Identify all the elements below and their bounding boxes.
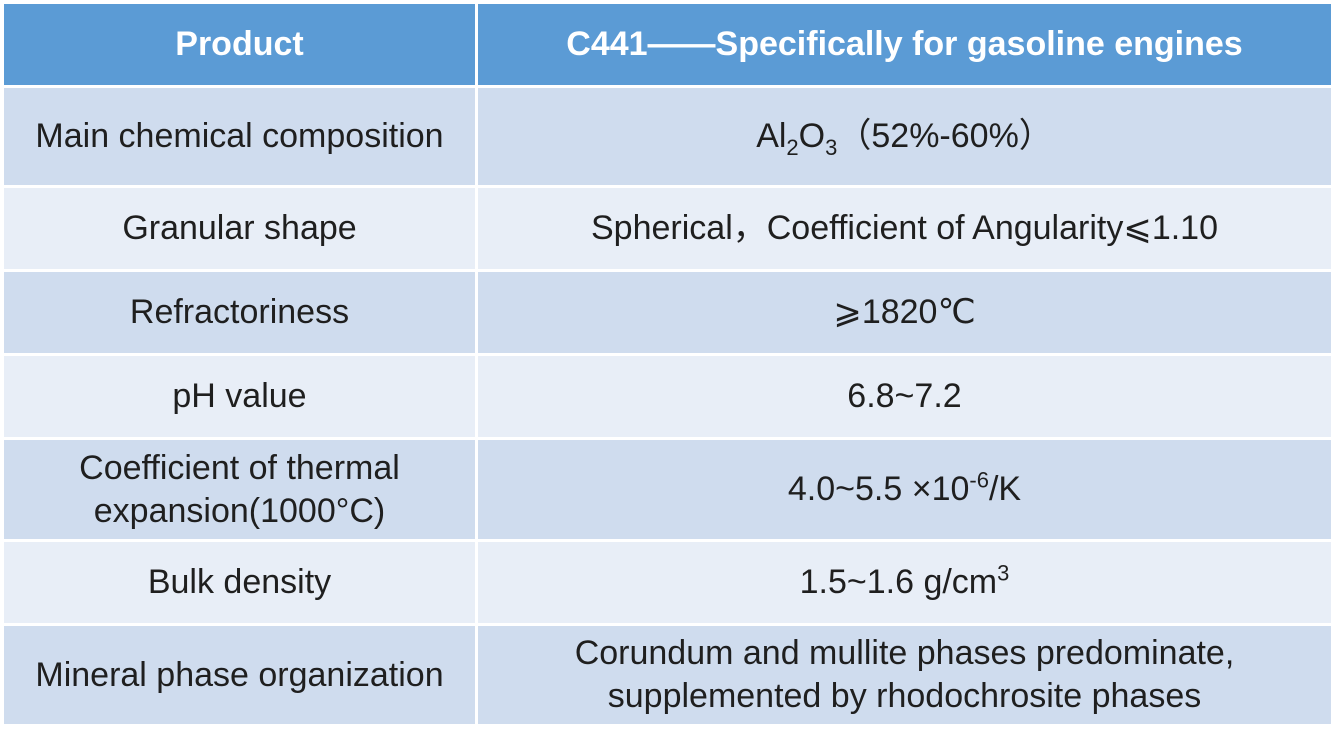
row-value: Al2O3（52%-60%） bbox=[478, 88, 1331, 188]
value-superscript: -6 bbox=[969, 467, 989, 493]
product-header-value: C441——Specifically for gasoline engines bbox=[478, 4, 1331, 88]
table-row: pH value 6.8~7.2 bbox=[4, 356, 1331, 440]
row-value: 1.5~1.6 g/cm3 bbox=[478, 542, 1331, 626]
value-main: 1.5~1.6 g/cm bbox=[799, 563, 998, 601]
value-unit: /K bbox=[988, 470, 1022, 508]
row-value: 6.8~7.2 bbox=[478, 356, 1331, 440]
formula-range: （52%-60%） bbox=[837, 117, 1053, 155]
product-header-label: Product bbox=[4, 4, 478, 88]
row-value: Spherical，Coefficient of Angularity⩽1.10 bbox=[478, 188, 1331, 272]
table-row: Granular shape Spherical，Coefficient of … bbox=[4, 188, 1331, 272]
row-label: pH value bbox=[4, 356, 478, 440]
formula-o: O bbox=[798, 117, 826, 155]
row-label: Main chemical composition bbox=[4, 88, 478, 188]
formula-subscript: 2 bbox=[786, 134, 799, 160]
row-label: Granular shape bbox=[4, 188, 478, 272]
row-label: Mineral phase organization bbox=[4, 626, 478, 724]
row-label: Coefficient of thermal expansion(1000°C) bbox=[4, 440, 478, 542]
spec-table: Product C441——Specifically for gasoline … bbox=[4, 4, 1331, 724]
value-main: 4.0~5.5 ×10 bbox=[787, 470, 970, 508]
formula-subscript: 3 bbox=[825, 134, 838, 160]
row-value: ⩾1820℃ bbox=[478, 272, 1331, 356]
row-label: Refractoriness bbox=[4, 272, 478, 356]
table-row: Refractoriness ⩾1820℃ bbox=[4, 272, 1331, 356]
row-value: 4.0~5.5 ×10-6/K bbox=[478, 440, 1331, 542]
formula-al: Al bbox=[756, 117, 787, 155]
table-row: Bulk density 1.5~1.6 g/cm3 bbox=[4, 542, 1331, 626]
table-row: Mineral phase organization Corundum and … bbox=[4, 626, 1331, 724]
table-header-row: Product C441——Specifically for gasoline … bbox=[4, 4, 1331, 88]
table-row: Main chemical composition Al2O3（52%-60%） bbox=[4, 88, 1331, 188]
value-superscript: 3 bbox=[997, 560, 1010, 586]
row-label: Bulk density bbox=[4, 542, 478, 626]
table-row: Coefficient of thermal expansion(1000°C)… bbox=[4, 440, 1331, 542]
row-value: Corundum and mullite phases predominate,… bbox=[478, 626, 1331, 724]
